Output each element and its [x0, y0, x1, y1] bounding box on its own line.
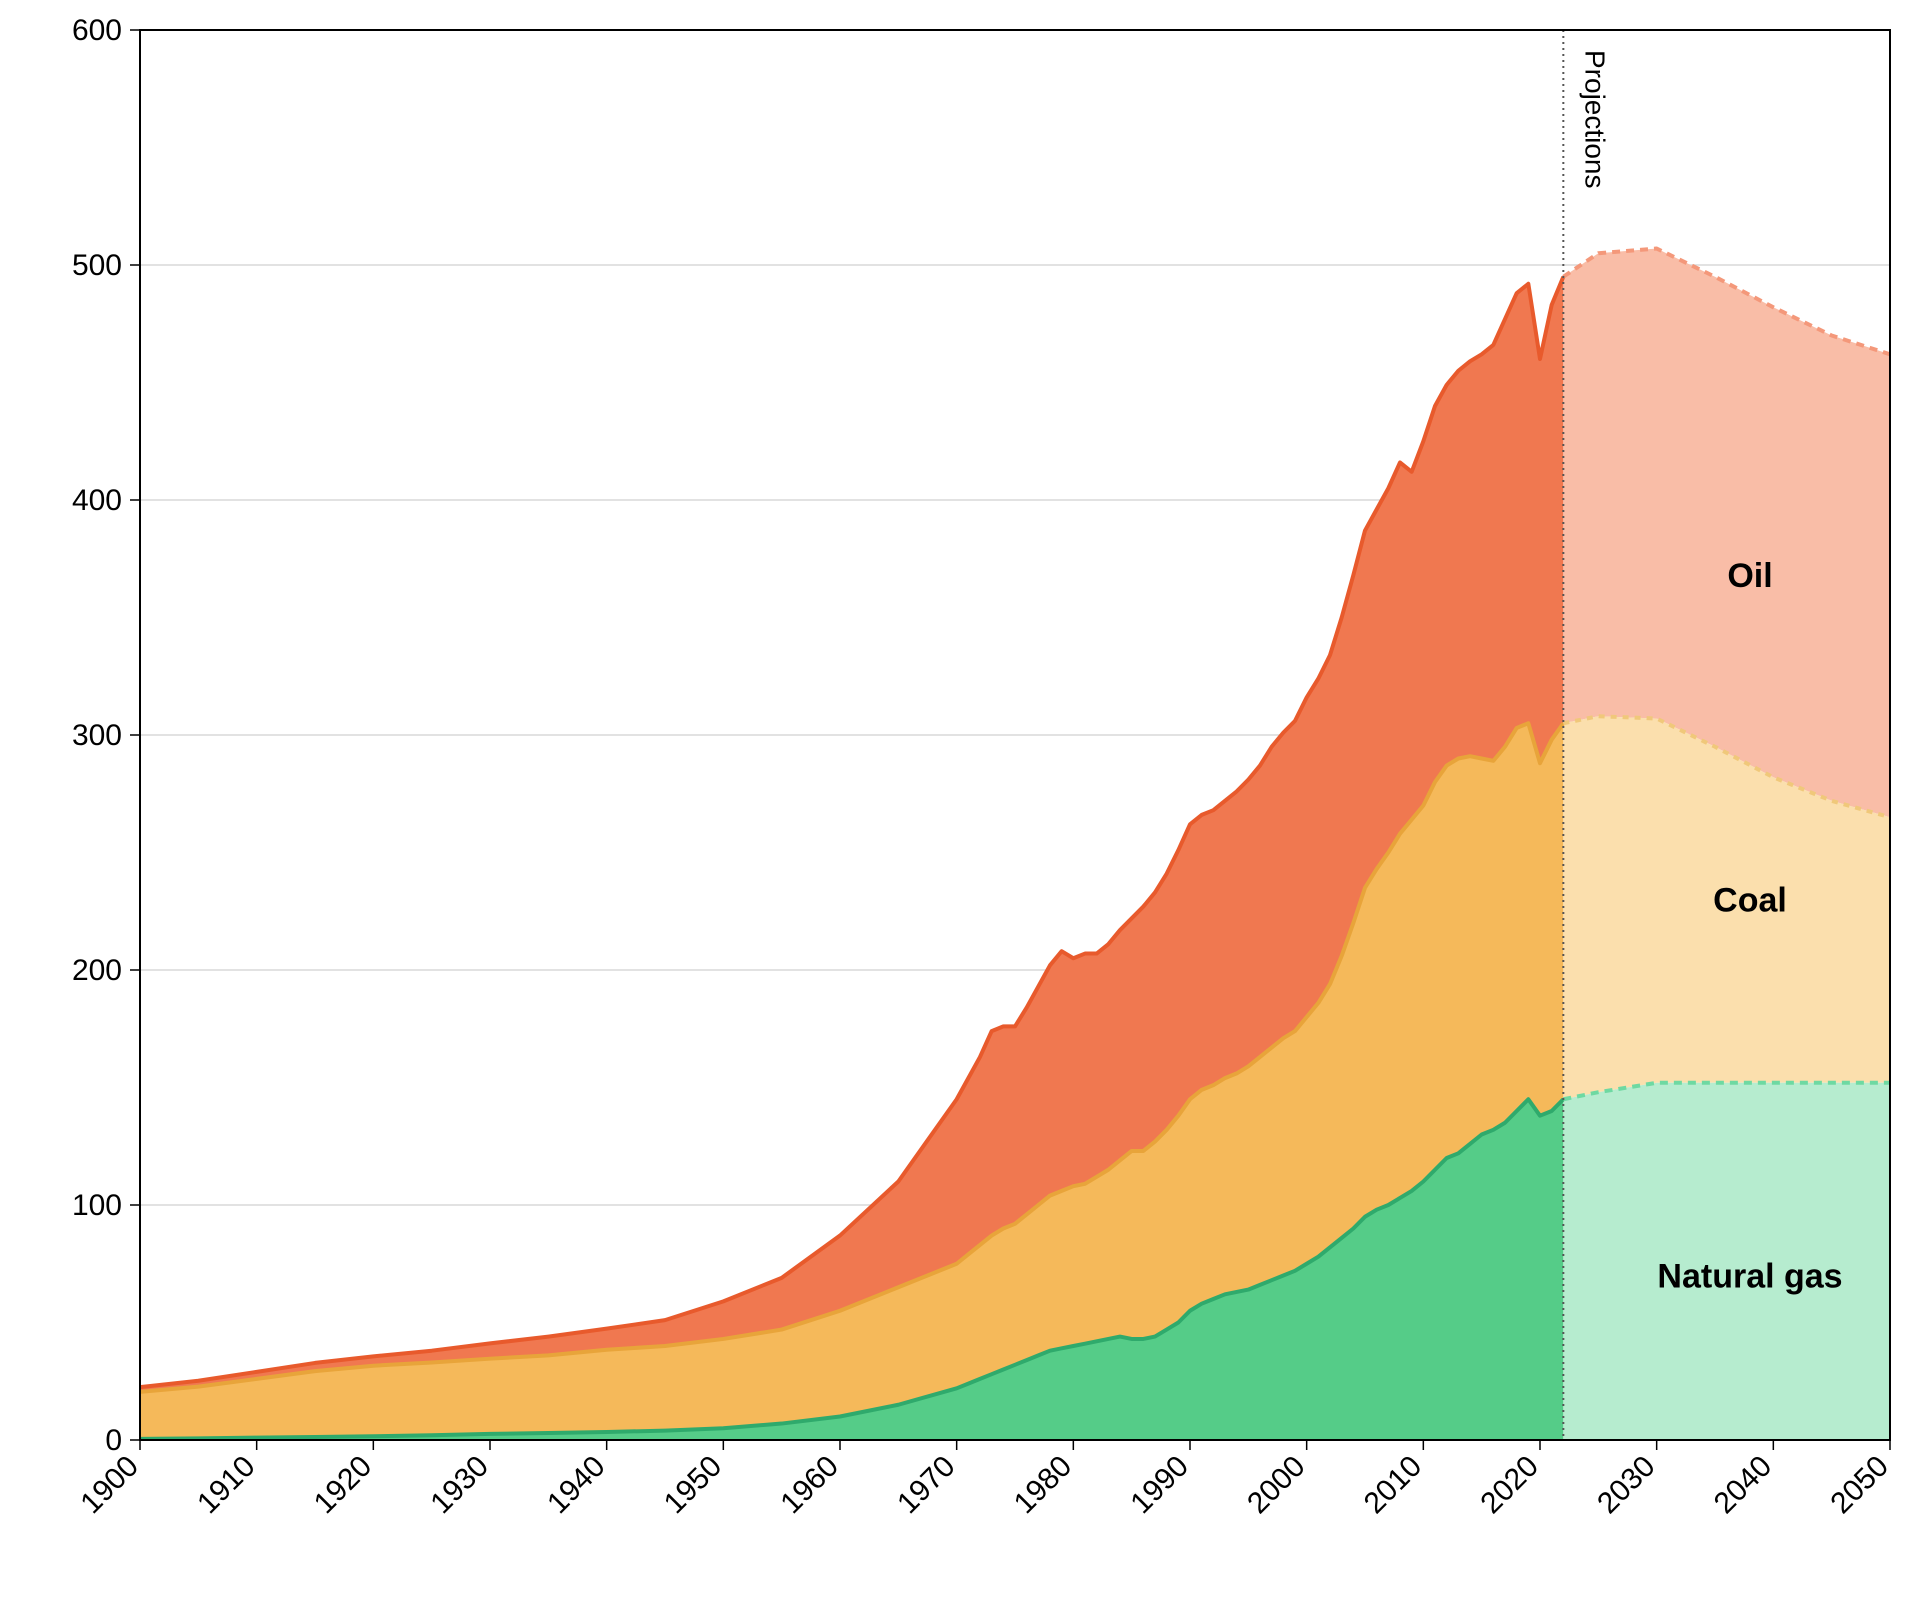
x-tick-label: 1950	[658, 1450, 729, 1521]
y-tick-label: 500	[72, 249, 122, 282]
x-tick-label: 1920	[308, 1450, 379, 1521]
x-tick-label: 1980	[1008, 1450, 1079, 1521]
y-tick-label: 200	[72, 954, 122, 987]
x-tick-label: 1960	[774, 1450, 845, 1521]
x-tick-label: 2020	[1474, 1450, 1545, 1521]
y-tick-label: 300	[72, 719, 122, 752]
chart-svg: Projections01002003004005006001900191019…	[0, 0, 1920, 1600]
x-tick-label: 1900	[74, 1450, 145, 1521]
x-tick-label: 2050	[1824, 1450, 1895, 1521]
area-chart: Projections01002003004005006001900191019…	[0, 0, 1920, 1600]
series-label-Natural gas: Natural gas	[1657, 1257, 1842, 1295]
y-tick-label: 400	[72, 484, 122, 517]
series-label-Oil: Oil	[1727, 557, 1772, 595]
series-label-Coal: Coal	[1713, 881, 1787, 919]
x-tick-label: 1910	[191, 1450, 262, 1521]
x-tick-label: 2010	[1358, 1450, 1429, 1521]
y-tick-label: 100	[72, 1189, 122, 1222]
x-tick-label: 1940	[541, 1450, 612, 1521]
x-tick-label: 2040	[1708, 1450, 1779, 1521]
x-tick-label: 1930	[424, 1450, 495, 1521]
x-tick-label: 1990	[1124, 1450, 1195, 1521]
projections-label: Projections	[1579, 50, 1610, 189]
y-tick-label: 600	[72, 14, 122, 47]
x-tick-label: 2000	[1241, 1450, 1312, 1521]
x-tick-label: 2030	[1591, 1450, 1662, 1521]
x-tick-label: 1970	[891, 1450, 962, 1521]
